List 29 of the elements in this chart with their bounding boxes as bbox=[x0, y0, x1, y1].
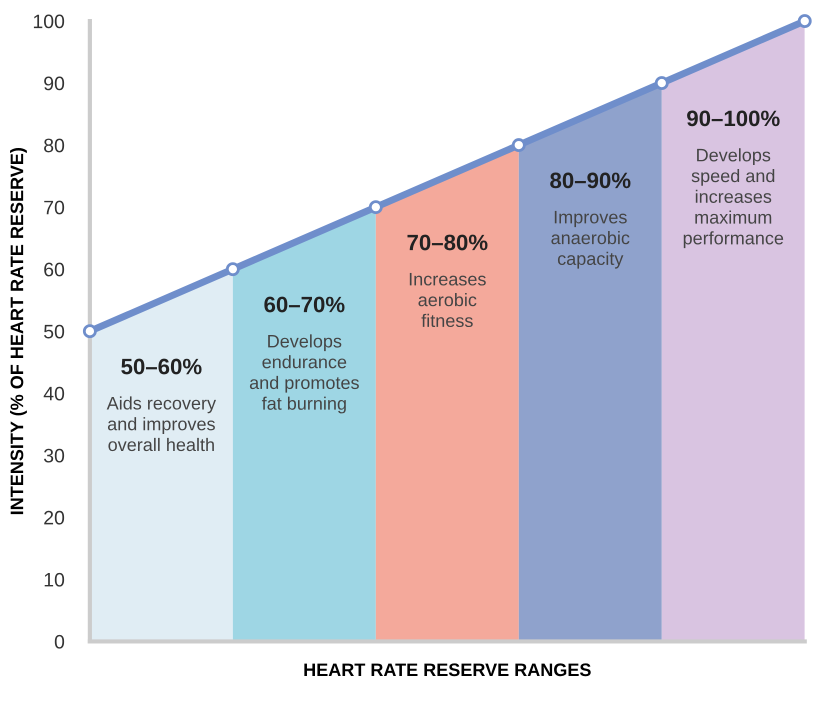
annotation: Aids recovery and improves overall health bbox=[106, 396, 216, 452]
point bbox=[798, 14, 812, 28]
y-tick-label: 10 bbox=[44, 572, 64, 587]
y-tick-label: 60 bbox=[44, 262, 64, 276]
annotation: 60–70% bbox=[264, 296, 345, 312]
y-tick-label: 30 bbox=[44, 448, 64, 463]
y-tick-label: 40 bbox=[44, 386, 64, 400]
y-tick-label: 50 bbox=[44, 324, 64, 338]
y-tick-label: 80 bbox=[44, 138, 64, 152]
annotation: 80–90% bbox=[550, 172, 630, 188]
annotation: Develops speed and increases maximum performance bbox=[684, 148, 784, 248]
point bbox=[226, 262, 240, 276]
y-axis-title: INTENSITY (% OF HEART RATE RESERVE) bbox=[10, 148, 27, 514]
annotation: 70–80% bbox=[407, 234, 488, 250]
annotation: Increases aerobic fitness bbox=[410, 272, 486, 328]
y-tick-label: 20 bbox=[44, 510, 64, 525]
annotation: 50–60% bbox=[121, 358, 202, 374]
point bbox=[368, 200, 383, 214]
y-tick-label: 0 bbox=[54, 634, 64, 649]
point bbox=[82, 324, 97, 338]
x-axis-title: HEART RATE RESERVE RANGES bbox=[304, 663, 591, 676]
y-tick-label: 100 bbox=[34, 14, 64, 28]
y-tick-label: 70 bbox=[44, 200, 64, 214]
annotation: 90–100% bbox=[687, 110, 780, 126]
point bbox=[512, 138, 526, 152]
point bbox=[654, 76, 669, 90]
y-tick-label: 90 bbox=[44, 76, 64, 90]
annotation: Develops endurance and promotes fat burning bbox=[250, 334, 359, 414]
annotation: Improves anaerobic capacity bbox=[551, 210, 630, 269]
